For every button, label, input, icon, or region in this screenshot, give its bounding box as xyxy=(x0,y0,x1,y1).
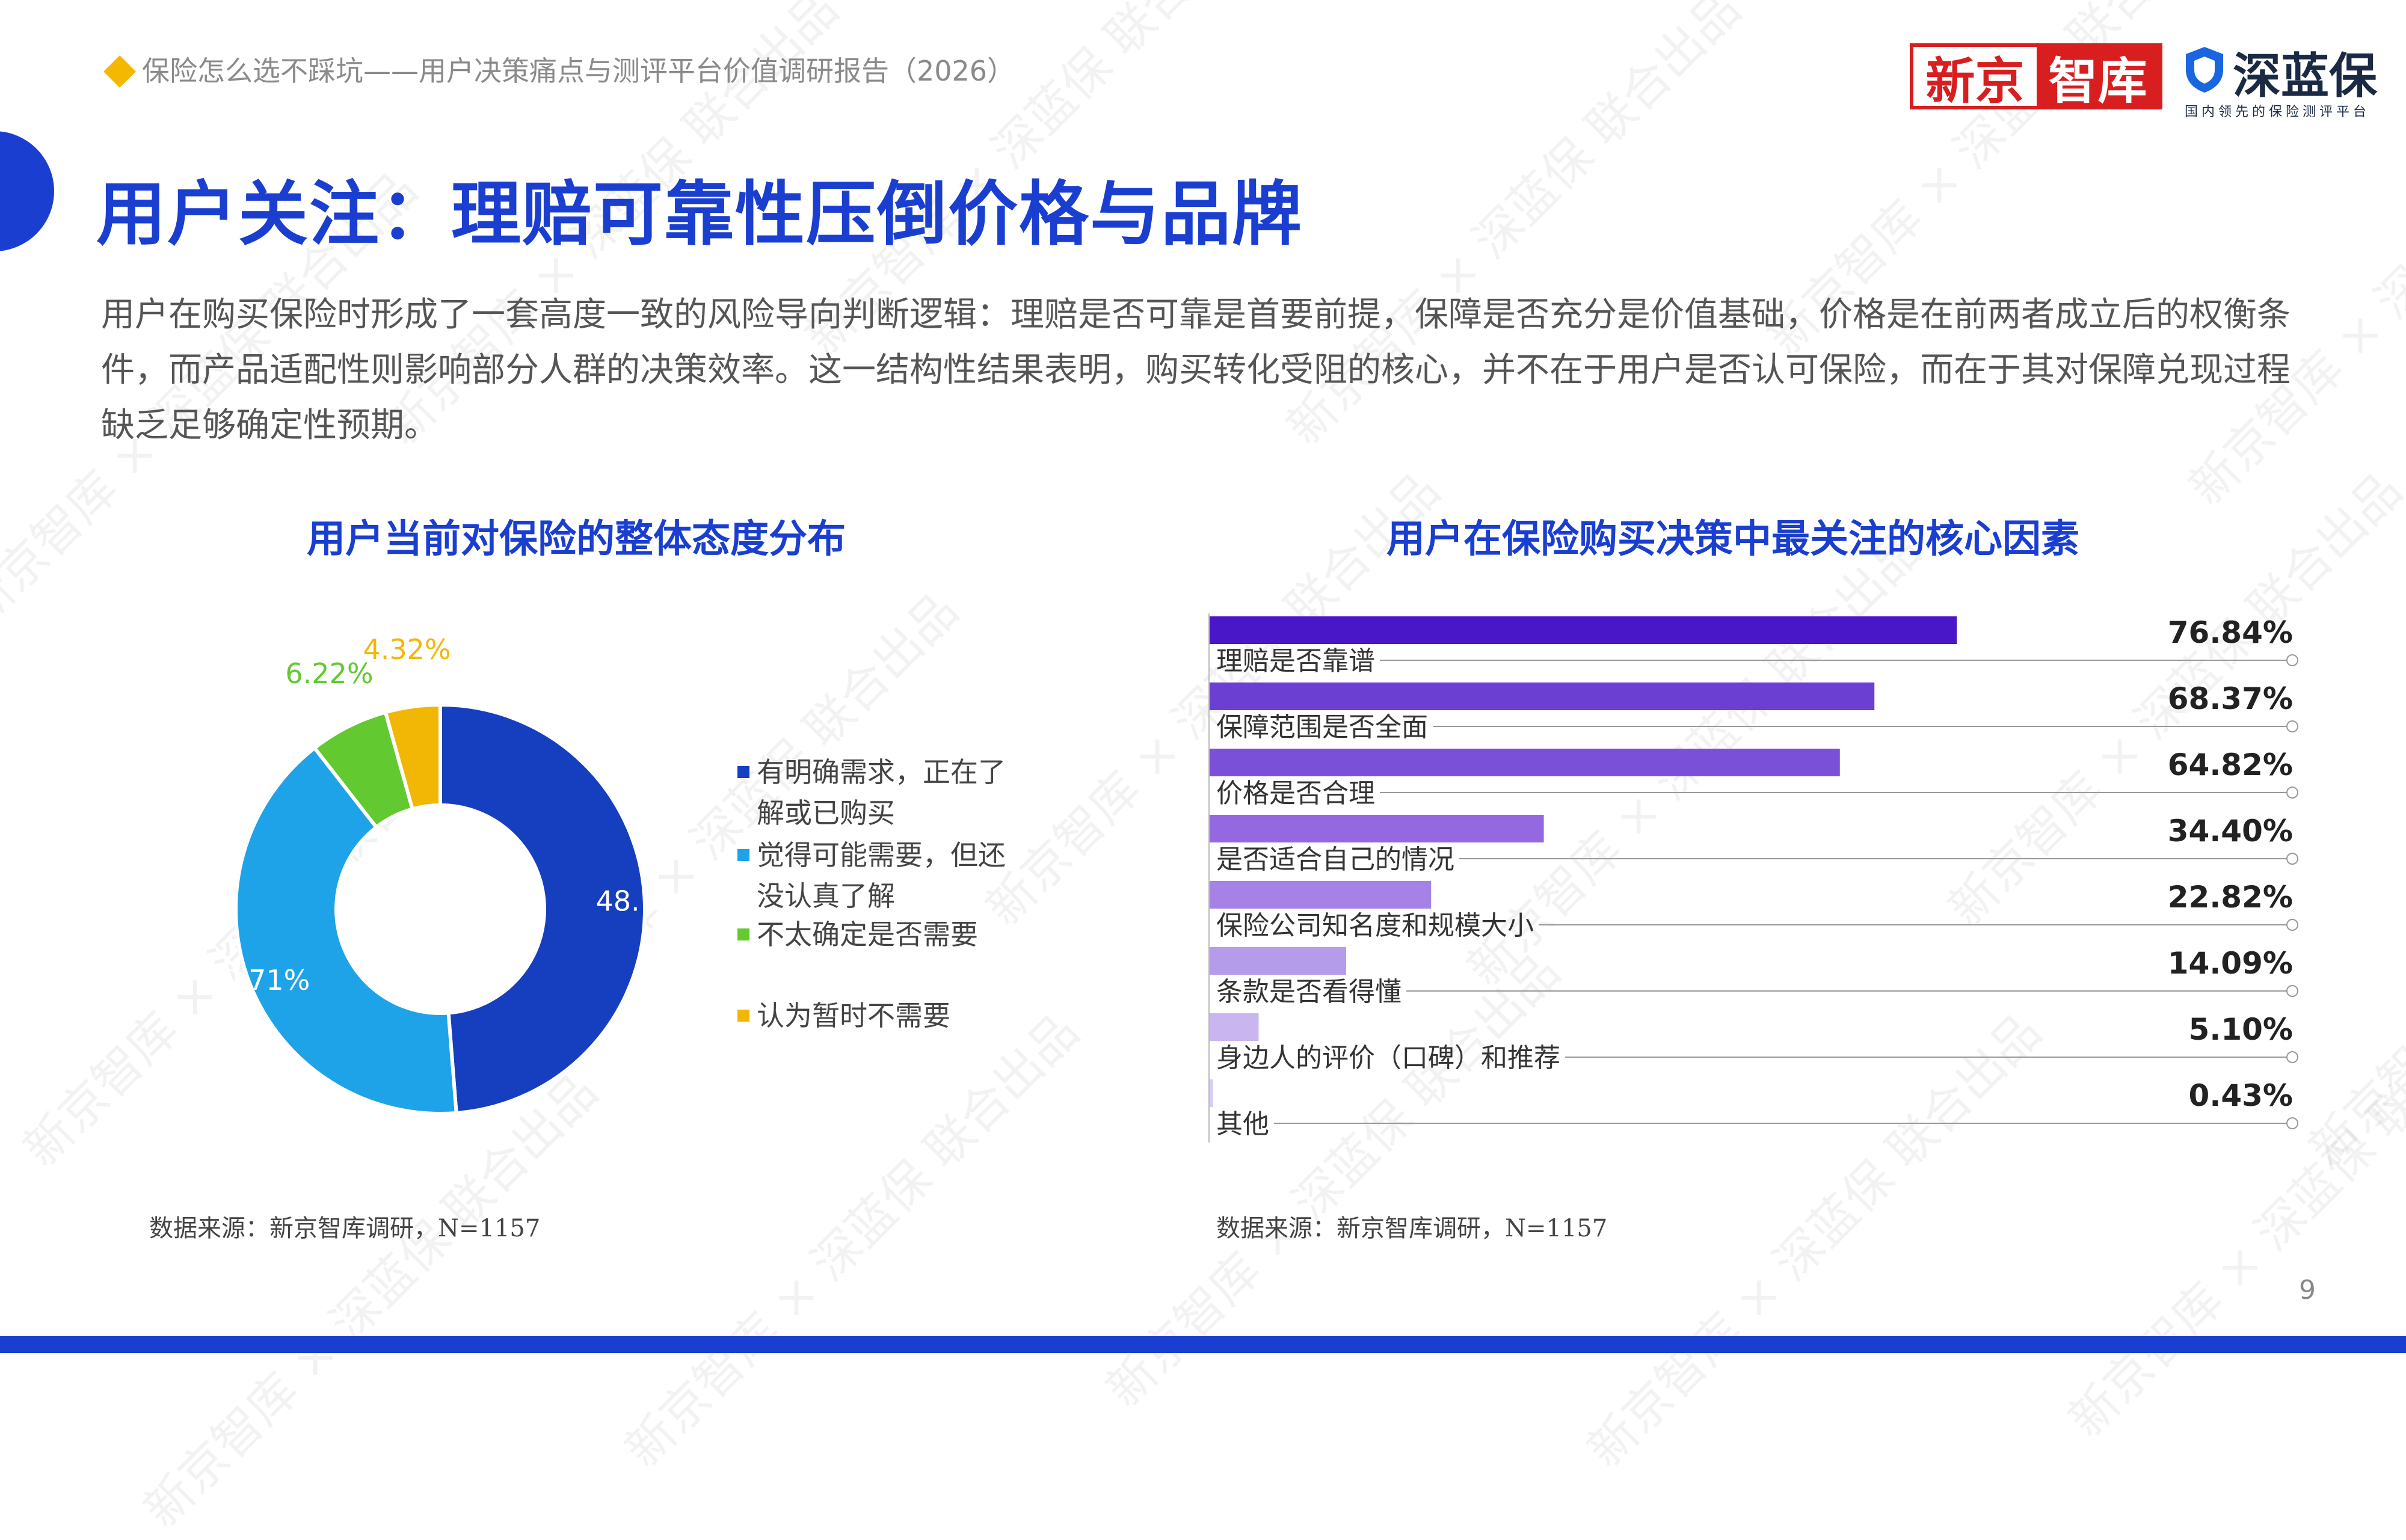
shenlanbao-logo-text: 深蓝保 xyxy=(2233,48,2377,104)
bar-category-label: 理赔是否靠谱 xyxy=(1216,646,1375,676)
donut-chart-title: 用户当前对保险的整体态度分布 xyxy=(307,517,846,562)
donut-slice-label: 6.22% xyxy=(285,657,373,690)
bar-chart: 76.84% 理赔是否靠谱 68.37% 保障范围是否全面 64.82% 价格是否合理 34… xyxy=(1208,613,2298,1143)
report-title: 保险怎么选不踩坑——用户决策痛点与测评平台价值调研报告（2026） xyxy=(142,55,1015,87)
bar-category-label: 保障范围是否全面 xyxy=(1216,712,1428,743)
bar-value-label: 14.09% xyxy=(2168,946,2293,981)
xinjing-logo: 新京 智库 xyxy=(1910,43,2162,110)
bar-leader-end-icon xyxy=(2286,654,2298,666)
donut-legend-item: 认为暂时不需要 xyxy=(737,995,1021,1036)
bar-leader-end-icon xyxy=(2286,919,2298,931)
bar-category-label: 价格是否合理 xyxy=(1216,778,1375,809)
bar-leader-end-icon xyxy=(2286,1051,2298,1063)
bar xyxy=(1209,947,1346,975)
bar-value-label: 68.37% xyxy=(2168,681,2293,716)
legend-label: 有明确需求，正在了解或已购买 xyxy=(757,756,1006,829)
bar-category-label: 身边人的评价（口碑）和推荐 xyxy=(1216,1043,1560,1073)
bar-value-label: 5.10% xyxy=(2189,1012,2293,1047)
donut-slice xyxy=(234,745,458,1115)
donut-slice xyxy=(438,702,647,1115)
bar-source: 数据来源：新京智库调研，N=1157 xyxy=(1216,1215,1608,1242)
legend-swatch xyxy=(737,928,749,940)
page-body-text: 用户在购买保险时形成了一套高度一致的风险导向判断逻辑：理赔是否可靠是首要前提，保… xyxy=(101,295,2291,445)
donut-legend-item: 有明确需求，正在了解或已购买 xyxy=(737,752,1021,833)
bar-leader-end-icon xyxy=(2286,1117,2298,1129)
legend-label: 不太确定是否需要 xyxy=(757,918,978,951)
legend-swatch xyxy=(737,766,749,778)
legend-swatch xyxy=(737,849,749,861)
shield-logo-icon xyxy=(2186,47,2223,93)
bar-value-label: 0.43% xyxy=(2189,1078,2293,1113)
donut-slice-label: 48.75% xyxy=(596,885,701,917)
bar xyxy=(1209,749,1840,776)
bottom-bar xyxy=(0,1336,2406,1353)
bar-category-label: 保险公司知名度和规模大小 xyxy=(1216,910,1534,941)
bar-leader-end-icon xyxy=(2286,853,2298,865)
bar xyxy=(1209,683,1875,710)
bar-leader-end-icon xyxy=(2286,787,2298,799)
donut-legend-item: 觉得可能需要，但还没认真了解 xyxy=(737,835,1021,916)
bar-value-label: 22.82% xyxy=(2168,880,2293,915)
xinjing-logo-part2: 智库 xyxy=(2037,47,2159,110)
legend-label: 认为暂时不需要 xyxy=(757,999,950,1032)
legend-label: 觉得可能需要，但还没认真了解 xyxy=(757,839,1006,912)
bar-value-label: 76.84% xyxy=(2168,615,2293,650)
bar-category-label: 条款是否看得懂 xyxy=(1216,977,1401,1007)
donut-legend-item: 不太确定是否需要 xyxy=(737,914,1021,955)
bar-leader-end-icon xyxy=(2286,720,2298,732)
donut-slice xyxy=(383,702,442,812)
xinjing-logo-part1: 新京 xyxy=(1913,47,2037,110)
bar xyxy=(1209,616,1957,644)
bar-value-label: 64.82% xyxy=(2168,747,2293,782)
bar-category-label: 是否适合自己的情况 xyxy=(1216,844,1454,875)
bar xyxy=(1209,815,1544,842)
bar xyxy=(1209,1079,1213,1107)
bar-chart-title: 用户在保险购买决策中最关注的核心因素 xyxy=(1386,517,2079,562)
donut-chart: 48.75% 40.71% 6.22%4.32% xyxy=(205,633,701,1115)
page-title: 用户关注：理赔可靠性压倒价格与品牌 xyxy=(96,174,1303,255)
donut-slice-label: 4.32% xyxy=(363,633,451,666)
shenlanbao-slogan: 国内领先的保险测评平台 xyxy=(2185,105,2371,120)
donut-source: 数据来源：新京智库调研，N=1157 xyxy=(149,1215,541,1242)
bar xyxy=(1209,881,1432,909)
bar xyxy=(1209,1013,1259,1041)
legend-swatch xyxy=(737,1010,749,1022)
page-number: 9 xyxy=(2299,1275,2316,1305)
bar-category-label: 其他 xyxy=(1216,1109,1269,1140)
bar-value-label: 34.40% xyxy=(2168,814,2293,848)
bar-leader-end-icon xyxy=(2286,985,2298,997)
donut-slice-label: 40.71% xyxy=(205,964,310,996)
